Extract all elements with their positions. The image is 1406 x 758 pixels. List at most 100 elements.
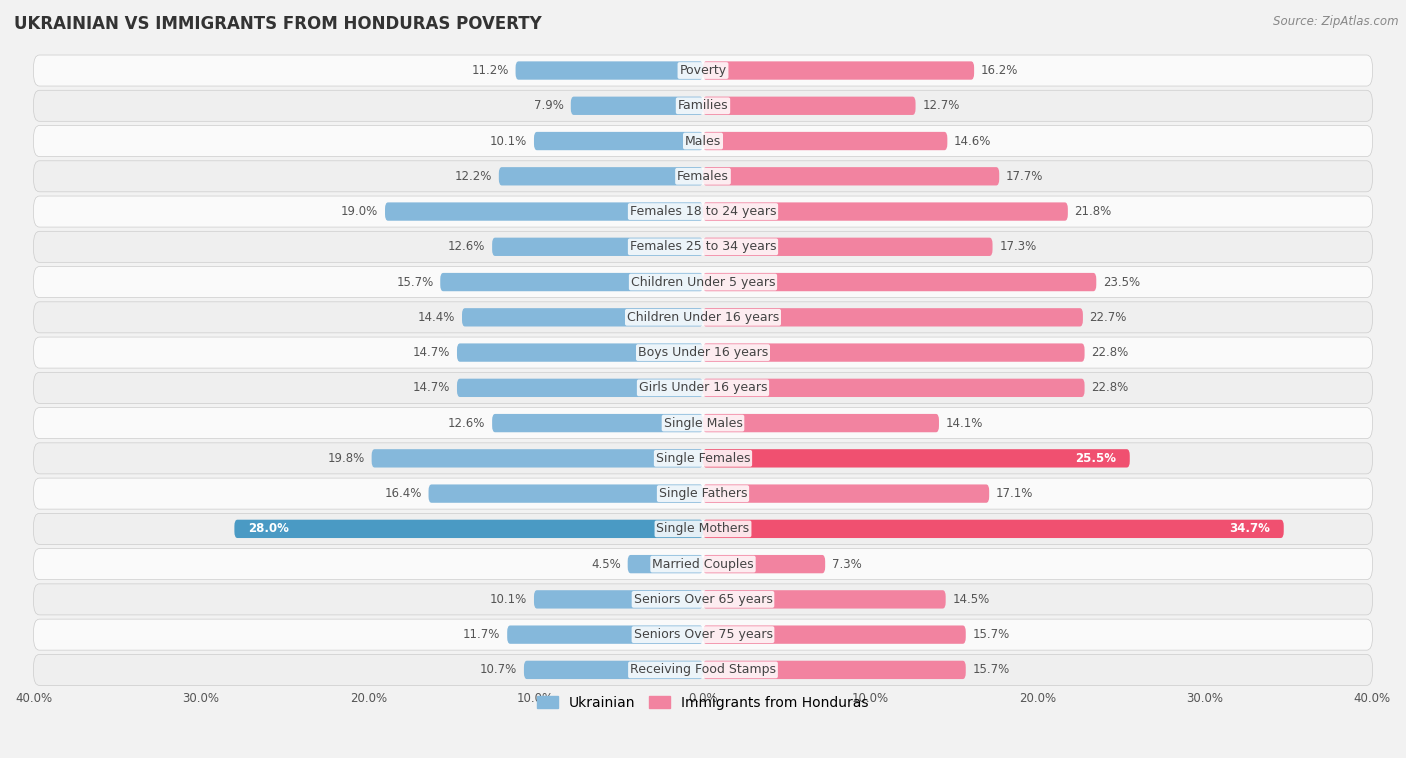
FancyBboxPatch shape xyxy=(508,625,703,644)
Text: 14.5%: 14.5% xyxy=(952,593,990,606)
Text: 19.0%: 19.0% xyxy=(342,205,378,218)
FancyBboxPatch shape xyxy=(524,661,703,679)
FancyBboxPatch shape xyxy=(703,414,939,432)
Text: 11.7%: 11.7% xyxy=(463,628,501,641)
Text: Boys Under 16 years: Boys Under 16 years xyxy=(638,346,768,359)
Text: 34.7%: 34.7% xyxy=(1229,522,1271,535)
FancyBboxPatch shape xyxy=(34,196,1372,227)
FancyBboxPatch shape xyxy=(703,661,966,679)
Text: 10.1%: 10.1% xyxy=(491,134,527,148)
FancyBboxPatch shape xyxy=(492,414,703,432)
FancyBboxPatch shape xyxy=(463,309,703,327)
Text: 22.7%: 22.7% xyxy=(1090,311,1128,324)
FancyBboxPatch shape xyxy=(34,372,1372,403)
FancyBboxPatch shape xyxy=(703,449,1130,468)
FancyBboxPatch shape xyxy=(34,443,1372,474)
Legend: Ukrainian, Immigrants from Honduras: Ukrainian, Immigrants from Honduras xyxy=(531,691,875,716)
Text: 21.8%: 21.8% xyxy=(1074,205,1112,218)
Text: Single Females: Single Females xyxy=(655,452,751,465)
FancyBboxPatch shape xyxy=(457,379,703,397)
Text: Single Mothers: Single Mothers xyxy=(657,522,749,535)
Text: Females: Females xyxy=(678,170,728,183)
Text: Females 25 to 34 years: Females 25 to 34 years xyxy=(630,240,776,253)
Text: 12.2%: 12.2% xyxy=(454,170,492,183)
Text: 12.7%: 12.7% xyxy=(922,99,960,112)
Text: 12.6%: 12.6% xyxy=(449,240,485,253)
Text: 10.1%: 10.1% xyxy=(491,593,527,606)
FancyBboxPatch shape xyxy=(499,167,703,186)
FancyBboxPatch shape xyxy=(34,478,1372,509)
Text: Single Males: Single Males xyxy=(664,417,742,430)
FancyBboxPatch shape xyxy=(703,309,1083,327)
Text: 17.1%: 17.1% xyxy=(995,487,1033,500)
Text: 15.7%: 15.7% xyxy=(973,628,1010,641)
Text: 22.8%: 22.8% xyxy=(1091,381,1129,394)
FancyBboxPatch shape xyxy=(34,161,1372,192)
FancyBboxPatch shape xyxy=(385,202,703,221)
Text: 7.3%: 7.3% xyxy=(832,558,862,571)
FancyBboxPatch shape xyxy=(703,238,993,256)
Text: Receiving Food Stamps: Receiving Food Stamps xyxy=(630,663,776,676)
FancyBboxPatch shape xyxy=(703,484,990,503)
FancyBboxPatch shape xyxy=(571,96,703,115)
Text: 22.8%: 22.8% xyxy=(1091,346,1129,359)
FancyBboxPatch shape xyxy=(703,167,1000,186)
Text: 14.7%: 14.7% xyxy=(413,381,450,394)
FancyBboxPatch shape xyxy=(703,520,1284,538)
FancyBboxPatch shape xyxy=(703,343,1084,362)
Text: 7.9%: 7.9% xyxy=(534,99,564,112)
Text: Girls Under 16 years: Girls Under 16 years xyxy=(638,381,768,394)
FancyBboxPatch shape xyxy=(34,654,1372,685)
FancyBboxPatch shape xyxy=(703,132,948,150)
Text: Poverty: Poverty xyxy=(679,64,727,77)
Text: 23.5%: 23.5% xyxy=(1102,276,1140,289)
FancyBboxPatch shape xyxy=(703,379,1084,397)
Text: Seniors Over 65 years: Seniors Over 65 years xyxy=(634,593,772,606)
Text: 14.4%: 14.4% xyxy=(418,311,456,324)
Text: 15.7%: 15.7% xyxy=(973,663,1010,676)
Text: 16.2%: 16.2% xyxy=(981,64,1018,77)
Text: Single Fathers: Single Fathers xyxy=(659,487,747,500)
FancyBboxPatch shape xyxy=(516,61,703,80)
Text: 25.5%: 25.5% xyxy=(1076,452,1116,465)
FancyBboxPatch shape xyxy=(34,267,1372,298)
Text: 11.2%: 11.2% xyxy=(471,64,509,77)
Text: 12.6%: 12.6% xyxy=(449,417,485,430)
Text: 4.5%: 4.5% xyxy=(592,558,621,571)
Text: 15.7%: 15.7% xyxy=(396,276,433,289)
Text: 14.1%: 14.1% xyxy=(946,417,983,430)
FancyBboxPatch shape xyxy=(34,337,1372,368)
Text: Married Couples: Married Couples xyxy=(652,558,754,571)
FancyBboxPatch shape xyxy=(34,302,1372,333)
Text: 17.7%: 17.7% xyxy=(1005,170,1043,183)
FancyBboxPatch shape xyxy=(34,231,1372,262)
FancyBboxPatch shape xyxy=(703,590,946,609)
FancyBboxPatch shape xyxy=(34,55,1372,86)
Text: 14.7%: 14.7% xyxy=(413,346,450,359)
FancyBboxPatch shape xyxy=(703,61,974,80)
FancyBboxPatch shape xyxy=(34,513,1372,544)
FancyBboxPatch shape xyxy=(235,520,703,538)
Text: Source: ZipAtlas.com: Source: ZipAtlas.com xyxy=(1274,15,1399,28)
Text: 17.3%: 17.3% xyxy=(1000,240,1036,253)
Text: Seniors Over 75 years: Seniors Over 75 years xyxy=(634,628,772,641)
FancyBboxPatch shape xyxy=(34,90,1372,121)
FancyBboxPatch shape xyxy=(627,555,703,573)
Text: UKRAINIAN VS IMMIGRANTS FROM HONDURAS POVERTY: UKRAINIAN VS IMMIGRANTS FROM HONDURAS PO… xyxy=(14,15,541,33)
FancyBboxPatch shape xyxy=(492,238,703,256)
FancyBboxPatch shape xyxy=(703,273,1097,291)
FancyBboxPatch shape xyxy=(34,584,1372,615)
FancyBboxPatch shape xyxy=(534,590,703,609)
FancyBboxPatch shape xyxy=(703,555,825,573)
Text: 16.4%: 16.4% xyxy=(384,487,422,500)
Text: 28.0%: 28.0% xyxy=(247,522,288,535)
FancyBboxPatch shape xyxy=(34,408,1372,439)
FancyBboxPatch shape xyxy=(703,625,966,644)
Text: 19.8%: 19.8% xyxy=(328,452,366,465)
FancyBboxPatch shape xyxy=(34,126,1372,157)
Text: 10.7%: 10.7% xyxy=(479,663,517,676)
FancyBboxPatch shape xyxy=(429,484,703,503)
FancyBboxPatch shape xyxy=(440,273,703,291)
Text: Children Under 16 years: Children Under 16 years xyxy=(627,311,779,324)
Text: Females 18 to 24 years: Females 18 to 24 years xyxy=(630,205,776,218)
